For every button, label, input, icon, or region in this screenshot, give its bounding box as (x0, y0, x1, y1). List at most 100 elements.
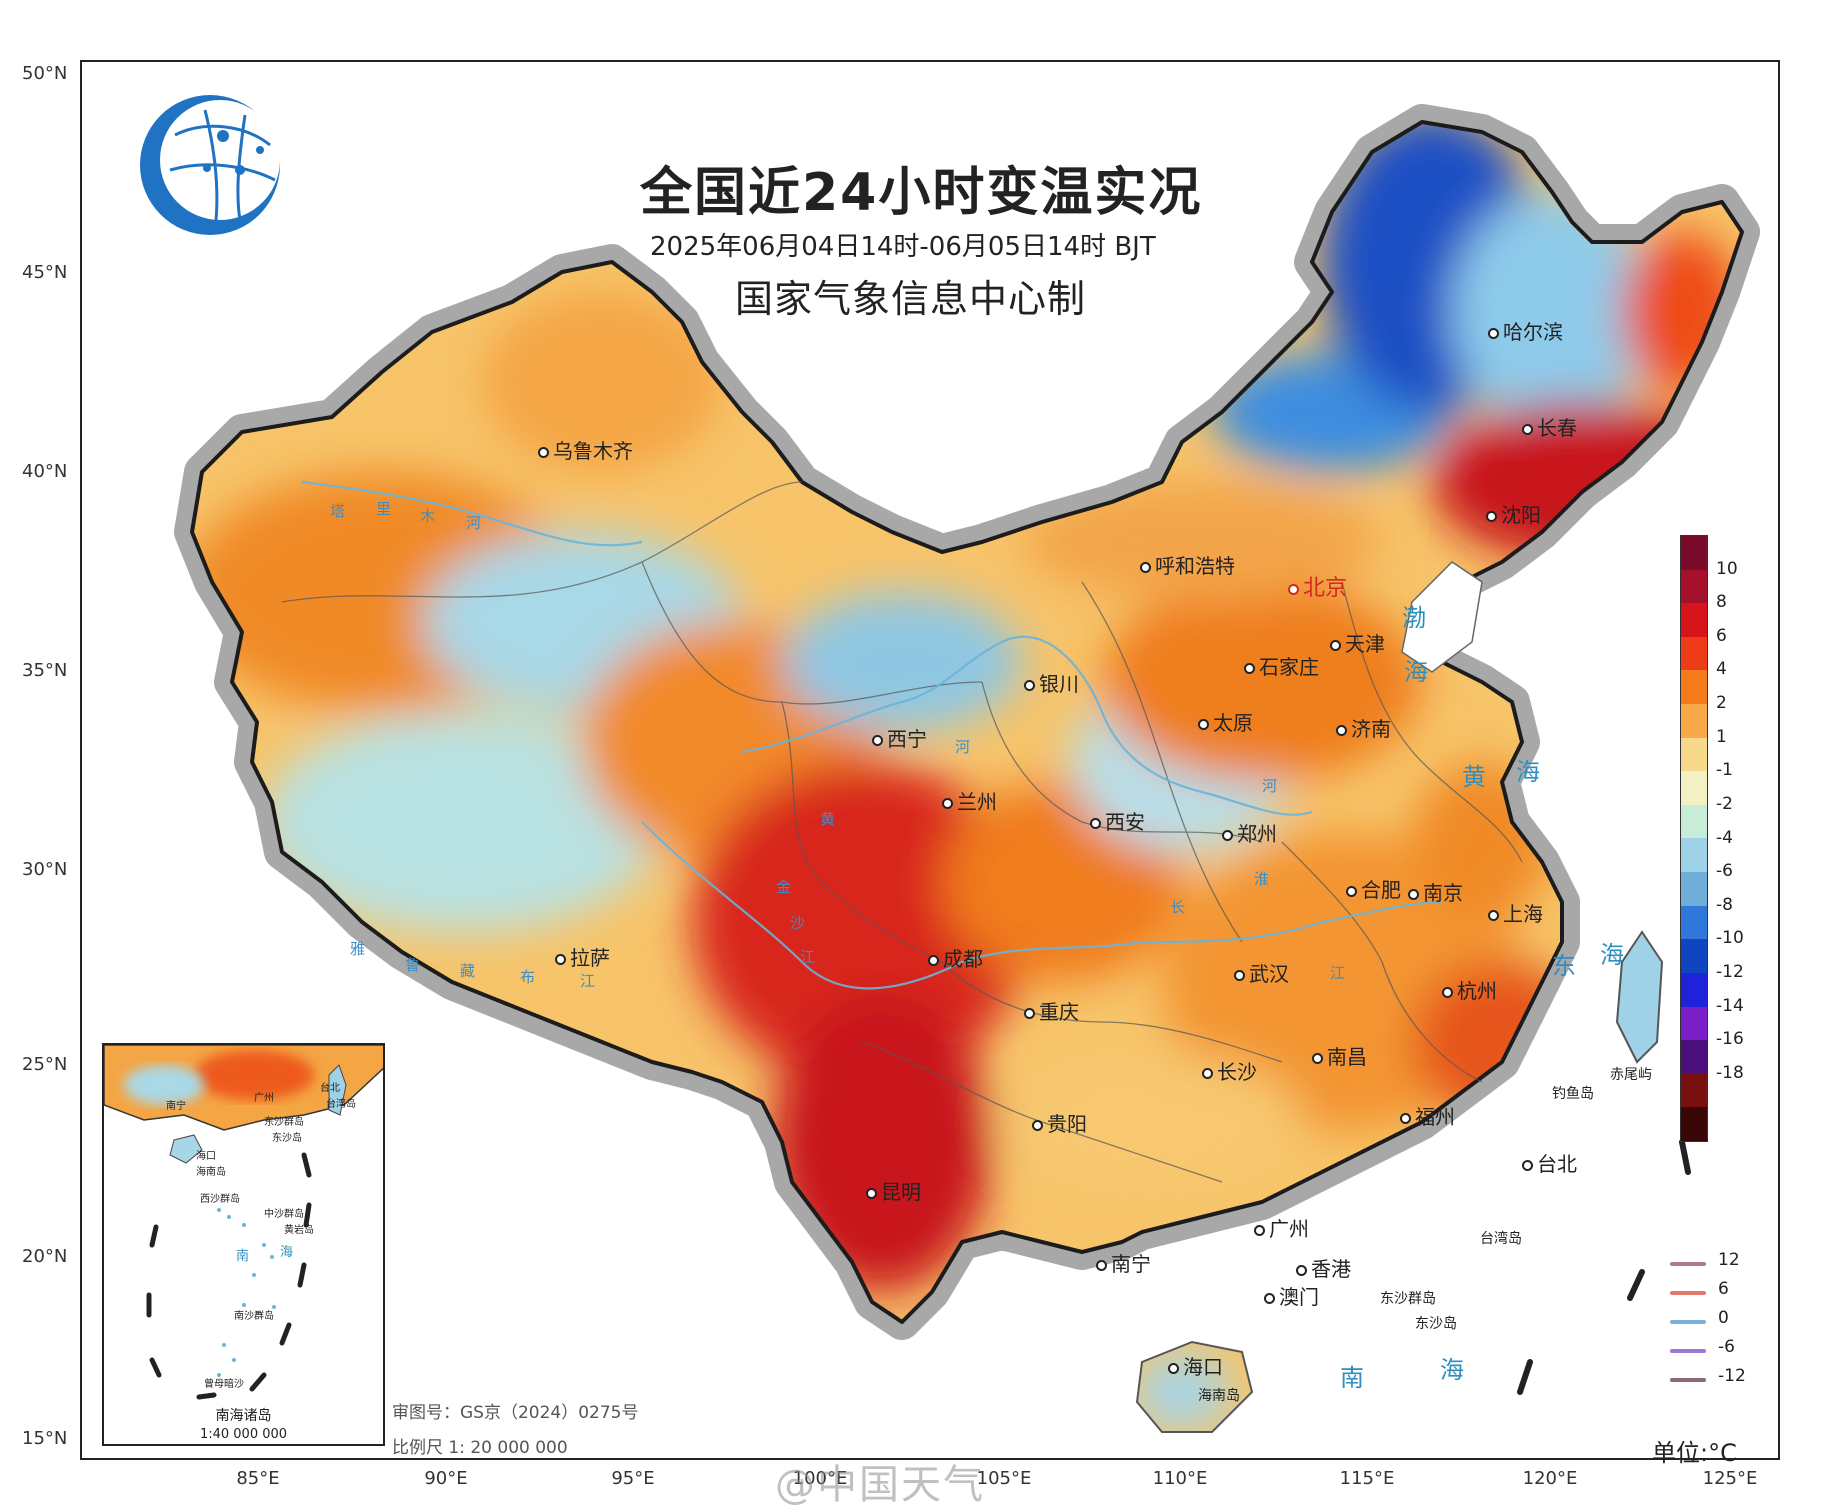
colorbar-swatch (1681, 1107, 1707, 1141)
colorbar-tick-label: -14 (1716, 995, 1744, 1016)
inset-label-taiwan: 台湾岛 (326, 1099, 356, 1110)
city-yinchuan: 银川 (1024, 668, 1079, 697)
rivers (301, 480, 1443, 990)
city-hongkong: 香港 (1296, 1253, 1351, 1282)
city-xian: 西安 (1090, 806, 1145, 835)
sea-label-huang-hai: 海 (1516, 758, 1546, 786)
inset-label-nanning: 南宁 (166, 1101, 186, 1112)
latitude-label-50: 50°N (22, 63, 68, 84)
sea-label-nan: 南 (1340, 1364, 1370, 1392)
river-label-jin: 金 (776, 878, 792, 896)
river-label-li: 里 (376, 500, 392, 518)
latitude-label-20: 20°N (22, 1246, 68, 1267)
island-diaoyu: 钓鱼岛 (1552, 1086, 1594, 1102)
latitude-label-25: 25°N (22, 1054, 68, 1075)
city-nanning: 南宁 (1096, 1248, 1151, 1277)
sea-label-dong-hai: 海 (1600, 941, 1630, 969)
colorbar-swatch (1681, 670, 1707, 705)
island-hainan: 海南岛 (1198, 1388, 1240, 1404)
river-label-sha: 沙 (790, 914, 806, 932)
bohai-sea (1401, 561, 1483, 673)
inset-label-hainan: 海南岛 (196, 1167, 226, 1178)
river-label-chang: 长 (1170, 898, 1186, 916)
river-label-zang: 藏 (460, 962, 476, 980)
sea-label-nan-hai: 海 (1440, 1356, 1470, 1384)
inset-label-zengmu: 曾母暗沙 (204, 1379, 244, 1390)
city-kunming: 昆明 (866, 1176, 921, 1205)
map-frame (80, 60, 1780, 1460)
isotherm-legend-line (1670, 1349, 1706, 1353)
city-changchun: 长春 (1522, 412, 1577, 441)
colorbar-tick-label: -16 (1716, 1029, 1744, 1050)
colorbar-swatch (1681, 905, 1707, 940)
unit-label: 单位:°C (1652, 1439, 1737, 1467)
colorbar-swatch (1681, 536, 1707, 570)
colorbar-swatch (1681, 1073, 1707, 1108)
island-dongsha: 东沙岛 (1415, 1316, 1457, 1332)
inset-label-zhongsha: 中沙群岛 (264, 1209, 304, 1220)
city-macau: 澳门 (1264, 1281, 1319, 1310)
colorbar-tick-label: -12 (1716, 961, 1744, 982)
river-label-lu: 鲁 (405, 956, 421, 974)
latitude-label-45: 45°N (22, 262, 68, 283)
longitude-label-120: 120°E (1522, 1468, 1578, 1489)
city-guangzhou: 广州 (1254, 1213, 1309, 1242)
map-title: 全国近24小时变温实况 (640, 163, 1203, 223)
temperature-colorbar (1680, 535, 1708, 1142)
city-lanzhou: 兰州 (942, 786, 997, 815)
inset-label-haikou: 海口 (196, 1151, 216, 1162)
colorbar-tick-label: 1 (1716, 726, 1727, 747)
colorbar-tick-label: 10 (1716, 558, 1738, 579)
river-label-he-tarim: 河 (466, 514, 482, 532)
city-changsha: 长沙 (1202, 1056, 1257, 1085)
river-label-huang-upper: 黄 (820, 810, 836, 828)
city-hefei: 合肥 (1346, 874, 1401, 903)
longitude-label-95: 95°E (611, 1468, 655, 1489)
inset-map (104, 1045, 383, 1400)
city-haikou: 海口 (1168, 1351, 1223, 1380)
inset-caption: 南海诸岛 (215, 1408, 272, 1424)
sea-label-huang: 黄 (1462, 763, 1492, 791)
river-label-jiang-yalu: 江 (580, 972, 596, 990)
colorbar-swatch (1681, 737, 1707, 772)
inset-label-nan: 南 (236, 1249, 250, 1264)
inset-label-huangyan: 黄岩岛 (284, 1225, 314, 1236)
city-taipei: 台北 (1522, 1148, 1577, 1177)
river-label-jiang-jinsha: 江 (800, 948, 816, 966)
city-shijiazhuang: 石家庄 (1244, 651, 1319, 680)
inset-label-xisha: 西沙群岛 (200, 1194, 240, 1205)
province-borders (281, 481, 1523, 1183)
isotherm-legend-label: -12 (1718, 1366, 1746, 1386)
latitude-label-40: 40°N (22, 461, 68, 482)
city-shenyang: 沈阳 (1486, 499, 1541, 528)
colorbar-swatch (1681, 636, 1707, 671)
map-scale: 比例尺 1: 20 000 000 (392, 1438, 568, 1458)
meteorological-center-logo (140, 95, 280, 235)
city-nanchang: 南昌 (1312, 1041, 1367, 1070)
inset-label-dongsha: 东沙群岛 (264, 1117, 304, 1128)
city-chengdu: 成都 (928, 943, 983, 972)
latitude-label-30: 30°N (22, 859, 68, 880)
colorbar-tick-label: 6 (1716, 625, 1727, 646)
longitude-label-85: 85°E (236, 1468, 280, 1489)
colorbar-swatch (1681, 704, 1707, 738)
inset-label-nansha: 南沙群岛 (234, 1311, 274, 1322)
inset-label-hai: 海 (280, 1245, 294, 1260)
map-producer: 国家气象信息中心制 (735, 277, 1087, 321)
city-hangzhou: 杭州 (1442, 975, 1497, 1004)
island-dongsha-group: 东沙群岛 (1380, 1291, 1436, 1307)
isotherm-legend-line (1670, 1262, 1706, 1266)
isotherm-legend-label: 12 (1718, 1250, 1740, 1270)
south-china-sea-inset: 南宁 广州 东沙群岛 台湾岛 海口 海南岛 西沙群岛 中沙群岛 黄岩岛 南 海 … (102, 1043, 385, 1446)
inset-scale: 1:40 000 000 (199, 1427, 288, 1442)
river-label-ya: 雅 (350, 940, 366, 958)
city-wuhan: 武汉 (1234, 958, 1289, 987)
city-beijing: 北京 (1288, 570, 1347, 602)
colorbar-tick-label: -2 (1716, 793, 1733, 814)
island-taiwan: 台湾岛 (1480, 1231, 1522, 1247)
isotherm-legend-line (1670, 1291, 1706, 1295)
sea-label-bo: 渤 (1402, 604, 1432, 632)
sea-label-dong: 东 (1552, 952, 1582, 980)
longitude-label-90: 90°E (424, 1468, 468, 1489)
colorbar-swatch (1681, 939, 1707, 973)
